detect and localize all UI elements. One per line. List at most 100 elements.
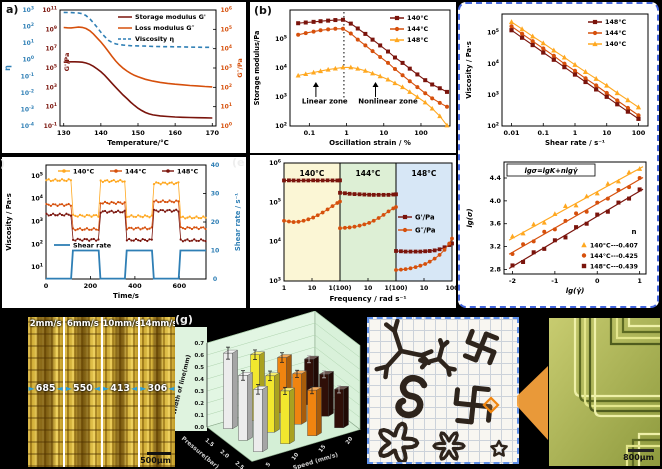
svg-text:140°C: 140°C bbox=[73, 167, 95, 175]
svg-text:102: 102 bbox=[31, 240, 43, 249]
svg-text:140°C---0.407: 140°C---0.407 bbox=[590, 241, 638, 249]
svg-text:100: 100 bbox=[23, 55, 35, 64]
svg-text:100: 100 bbox=[221, 121, 233, 130]
panel-a-temperature-sweep-chart: 130 140 150 160 170 Temperature/°C 103 102 101 10… bbox=[2, 2, 246, 153]
svg-text:104: 104 bbox=[487, 59, 500, 68]
svg-text:1(100): 1(100) bbox=[329, 285, 352, 292]
svg-text:Frequency / rad s⁻¹: Frequency / rad s⁻¹ bbox=[330, 294, 407, 303]
svg-text:Viscosity η: Viscosity η bbox=[135, 35, 174, 43]
svg-text:103: 103 bbox=[221, 63, 233, 72]
panel-label-a: a) bbox=[6, 3, 19, 16]
speed-label: 6mm/s bbox=[66, 319, 99, 329]
beam-shape bbox=[517, 366, 548, 440]
svg-text:106: 106 bbox=[221, 5, 233, 14]
svg-text:10-1: 10-1 bbox=[44, 121, 57, 130]
svg-text:144°C---0.425: 144°C---0.425 bbox=[590, 252, 638, 260]
svg-text:lg(σ): lg(σ) bbox=[466, 208, 474, 227]
svg-text:3.2: 3.2 bbox=[490, 243, 501, 251]
svg-text:10: 10 bbox=[291, 452, 300, 462]
svg-text:4.0: 4.0 bbox=[490, 197, 502, 205]
svg-text:148°C: 148°C bbox=[177, 167, 199, 175]
micrograph-strip: 14mm/s ► 306 ◄ bbox=[139, 317, 175, 467]
svg-text:105: 105 bbox=[487, 28, 499, 37]
panel-label-e: (e bbox=[232, 156, 245, 169]
panel-label-b: (b) bbox=[254, 4, 272, 17]
svg-text:10-3: 10-3 bbox=[21, 105, 34, 114]
svg-text:5: 5 bbox=[265, 461, 272, 468]
micrograph-strip: 2mm/s ► 685 ◄ bbox=[28, 317, 64, 467]
svg-text:104: 104 bbox=[275, 63, 288, 72]
svg-text:lg(γ̇): lg(γ̇) bbox=[566, 287, 585, 295]
panel-e-frequency-sweep-chart: 140°C 144°C 148°C 106 105 104 103 1 10 1(100) 10 1(… bbox=[250, 155, 456, 308]
svg-text:1: 1 bbox=[637, 277, 642, 285]
arrow-right-icon: ► bbox=[28, 383, 35, 393]
svg-text:140°C: 140°C bbox=[300, 169, 325, 178]
scale-bar-label: 500μm bbox=[140, 456, 171, 465]
svg-text:140°C: 140°C bbox=[605, 40, 627, 48]
svg-text:10-1: 10-1 bbox=[21, 72, 34, 81]
svg-text:-1: -1 bbox=[551, 277, 559, 285]
svg-text:101: 101 bbox=[221, 102, 233, 111]
svg-text:Speed (mm/s): Speed (mm/s) bbox=[292, 451, 339, 469]
scale-bar-line bbox=[147, 452, 171, 455]
svg-text:103: 103 bbox=[269, 276, 281, 285]
svg-text:102: 102 bbox=[221, 83, 233, 92]
svg-text:10-4: 10-4 bbox=[21, 121, 34, 130]
highlight-beam bbox=[517, 366, 549, 442]
filament-band bbox=[113, 317, 128, 467]
svg-text:100: 100 bbox=[632, 129, 646, 137]
svg-text:20: 20 bbox=[345, 436, 354, 446]
panel-g-3d-bar-chart: 0.0 0.1 0.2 0.3 0.4 0.5 0.6 0.7 Width of line(mm… bbox=[173, 311, 365, 469]
arrow-right-icon: ► bbox=[103, 383, 110, 393]
printed-patterns-photo bbox=[367, 317, 519, 464]
arrow-right-icon: ► bbox=[65, 383, 72, 393]
svg-text:104: 104 bbox=[31, 194, 44, 203]
arrow-left-icon: ◄ bbox=[131, 383, 138, 393]
svg-text:102: 102 bbox=[487, 121, 499, 130]
svg-text:G″/Pa: G″/Pa bbox=[415, 226, 436, 234]
svg-text:Nonlinear zone: Nonlinear zone bbox=[358, 97, 418, 105]
svg-text:lgσ=lgK+nlgγ̇: lgσ=lgK+nlgγ̇ bbox=[524, 167, 578, 175]
width-value: 306 bbox=[147, 383, 168, 394]
dashed-highlight-box: 105 104 103 102 0.01 0.1 1 10 100 Shear rate / s⁻… bbox=[458, 2, 659, 308]
svg-text:0.6: 0.6 bbox=[194, 353, 204, 359]
svg-text:105: 105 bbox=[31, 171, 43, 180]
svg-text:30: 30 bbox=[211, 191, 220, 198]
svg-text:105: 105 bbox=[269, 198, 281, 207]
svg-text:Storage modulus/Pa: Storage modulus/Pa bbox=[253, 31, 261, 106]
svg-text:0: 0 bbox=[213, 276, 218, 283]
width-value: 550 bbox=[72, 383, 93, 394]
svg-text:101: 101 bbox=[46, 102, 58, 111]
svg-text:n: n bbox=[632, 228, 637, 236]
svg-text:104: 104 bbox=[269, 237, 282, 246]
svg-text:148°C---0.439: 148°C---0.439 bbox=[590, 262, 638, 270]
svg-text:400: 400 bbox=[128, 282, 142, 290]
svg-text:Viscosity / Pa·s: Viscosity / Pa·s bbox=[5, 193, 13, 251]
svg-text:0.1: 0.1 bbox=[194, 413, 204, 419]
svg-text:Time/s: Time/s bbox=[113, 292, 139, 300]
filament-band bbox=[35, 317, 56, 467]
svg-text:Viscosity / Pa·s: Viscosity / Pa·s bbox=[465, 41, 473, 99]
svg-text:144°C: 144°C bbox=[407, 25, 429, 33]
svg-text:102: 102 bbox=[23, 22, 35, 31]
svg-text:0.3: 0.3 bbox=[194, 389, 204, 395]
svg-text:40: 40 bbox=[211, 162, 220, 169]
svg-text:Temperature/°C: Temperature/°C bbox=[107, 139, 169, 147]
scale-bar-line bbox=[628, 449, 654, 452]
svg-text:144°C: 144°C bbox=[605, 29, 627, 37]
svg-text:0.01: 0.01 bbox=[503, 129, 520, 137]
svg-text:103: 103 bbox=[31, 217, 43, 226]
arrow-left-icon: ◄ bbox=[93, 383, 100, 393]
speed-label: 14mm/s bbox=[139, 319, 175, 329]
svg-text:0.7: 0.7 bbox=[194, 341, 204, 347]
svg-text:0.1: 0.1 bbox=[538, 129, 550, 137]
svg-text:Oscillation strain / %: Oscillation strain / % bbox=[329, 139, 411, 147]
svg-text:105: 105 bbox=[275, 34, 287, 43]
svg-text:Loss modulus G″: Loss modulus G″ bbox=[135, 24, 194, 32]
svg-text:20: 20 bbox=[211, 219, 220, 226]
scale-bar: 500μm bbox=[140, 452, 171, 465]
width-value: 413 bbox=[110, 383, 131, 394]
